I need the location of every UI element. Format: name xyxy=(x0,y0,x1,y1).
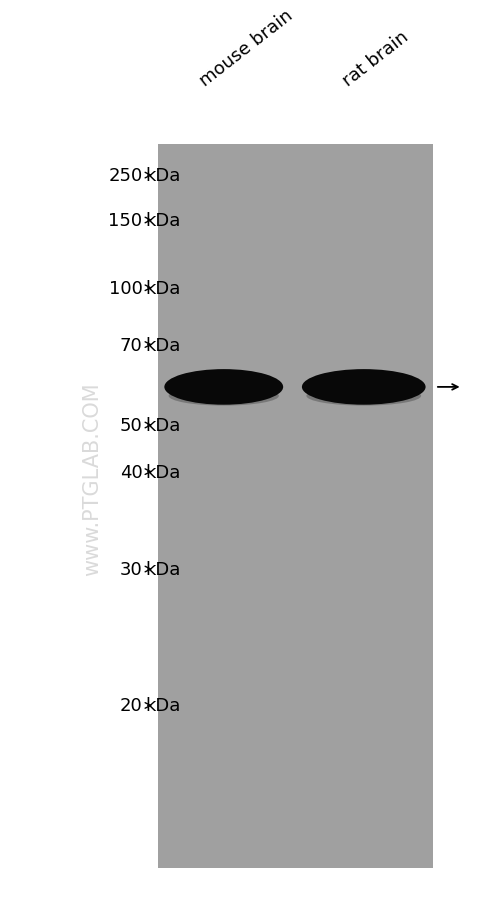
Text: kDa: kDa xyxy=(145,463,180,481)
Text: mouse brain: mouse brain xyxy=(196,6,296,89)
Text: 50: 50 xyxy=(120,417,142,435)
Text: kDa: kDa xyxy=(145,212,180,230)
Text: 30: 30 xyxy=(120,560,142,578)
Text: 250: 250 xyxy=(108,167,142,185)
Ellipse shape xyxy=(164,370,283,405)
Text: kDa: kDa xyxy=(145,336,180,354)
Text: kDa: kDa xyxy=(145,280,180,298)
Text: 40: 40 xyxy=(120,463,142,481)
Text: kDa: kDa xyxy=(145,167,180,185)
Ellipse shape xyxy=(168,387,279,406)
Ellipse shape xyxy=(306,387,421,406)
Text: 150: 150 xyxy=(108,212,142,230)
Text: 100: 100 xyxy=(108,280,142,298)
Text: kDa: kDa xyxy=(145,417,180,435)
Text: 20: 20 xyxy=(120,696,142,714)
Ellipse shape xyxy=(302,370,426,405)
Bar xyxy=(158,144,432,868)
Text: kDa: kDa xyxy=(145,560,180,578)
Text: www.PTGLAB.COM: www.PTGLAB.COM xyxy=(82,382,102,575)
Text: 70: 70 xyxy=(120,336,142,354)
Text: kDa: kDa xyxy=(145,696,180,714)
Text: rat brain: rat brain xyxy=(339,27,411,89)
